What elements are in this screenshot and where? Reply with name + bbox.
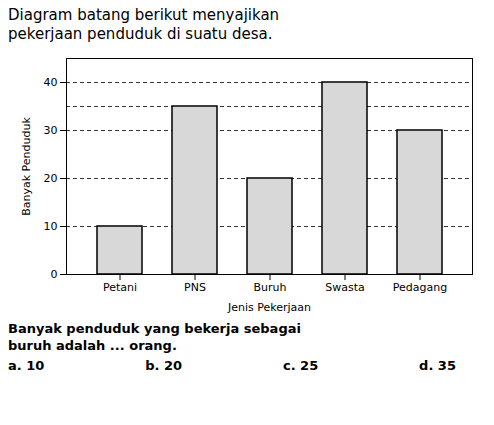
html-text:a. 10: a. 10 [8,358,45,373]
svg-text:Buruh: Buruh [254,281,287,294]
svg-text:PNS: PNS [184,281,206,294]
html-text:d. 35: d. 35 [419,358,456,373]
svg-text:40: 40 [44,76,58,89]
svg-text:0: 0 [51,268,58,281]
svg-text:30: 30 [44,124,58,137]
html-text:Diagram batang berikut menyaji: Diagram batang berikut menyajikan pekerj… [8,6,280,43]
svg-text:Swasta: Swasta [325,281,365,294]
svg-text:Jenis Pekerjaan: Jenis Pekerjaan [227,301,311,314]
html-text:b. 20: b. 20 [145,358,183,373]
html-text:Banyak penduduk yang bekerja s: Banyak penduduk yang bekerja sebagai [8,321,301,336]
svg-text:Petani: Petani [103,281,137,294]
html-text:buruh adalah ... orang.: buruh adalah ... orang. [8,338,177,353]
svg-text:Pedagang: Pedagang [393,281,447,294]
svg-text:Banyak Penduduk: Banyak Penduduk [20,117,33,216]
svg-text:20: 20 [44,172,58,185]
svg-text:10: 10 [44,220,58,233]
html-text:c. 25: c. 25 [283,358,319,373]
